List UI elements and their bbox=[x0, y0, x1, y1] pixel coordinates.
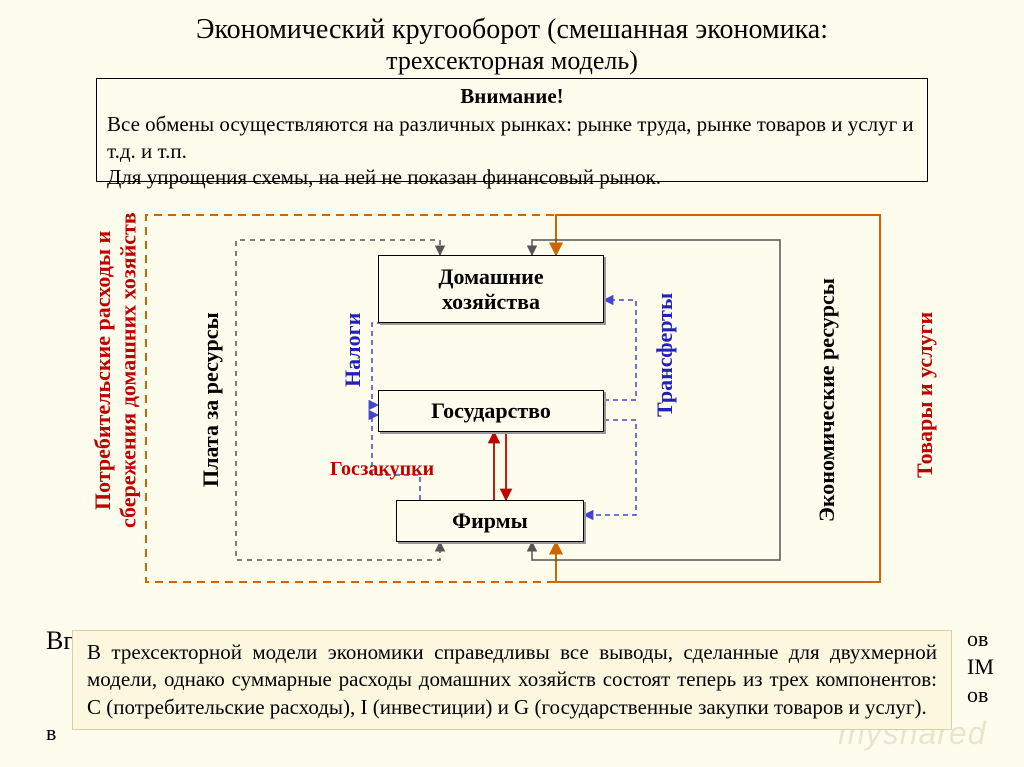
label-transfers: Трансферты bbox=[652, 290, 677, 420]
attention-body: Все обмены осуществляются на различных р… bbox=[107, 111, 917, 190]
label-econ-resources: Экономические ресурсы bbox=[814, 260, 839, 540]
attention-box: Внимание! Все обмены осуществляются на р… bbox=[96, 78, 928, 182]
obscured-text-bl: в bbox=[46, 720, 56, 746]
label-goods-services: Товары и услуги bbox=[912, 300, 937, 490]
obscured-text-r3: ов bbox=[967, 682, 988, 708]
node-firms: Фирмы bbox=[396, 500, 584, 542]
obscured-text-r2: IM bbox=[967, 654, 994, 680]
label-gov-purchases: Госзакупки bbox=[330, 458, 434, 481]
obscured-text-r1: ов bbox=[967, 626, 988, 652]
node-households: Домашниехозяйства bbox=[378, 255, 604, 323]
label-consumer-spending: Потребительские расходы исбережения дома… bbox=[90, 210, 141, 530]
label-resource-payment: Плата за ресурсы bbox=[198, 300, 223, 500]
attention-heading: Внимание! bbox=[107, 83, 917, 109]
page-title-line1: Экономический кругооборот (смешанная эко… bbox=[0, 14, 1024, 46]
summary-box: В трехсекторной модели экономики справед… bbox=[72, 630, 952, 730]
page-title-line2: трехсекторная модель) bbox=[0, 46, 1024, 76]
node-state: Государство bbox=[378, 390, 604, 432]
obscured-text-left: Вг bbox=[46, 626, 74, 656]
label-taxes: Налоги bbox=[340, 300, 365, 400]
